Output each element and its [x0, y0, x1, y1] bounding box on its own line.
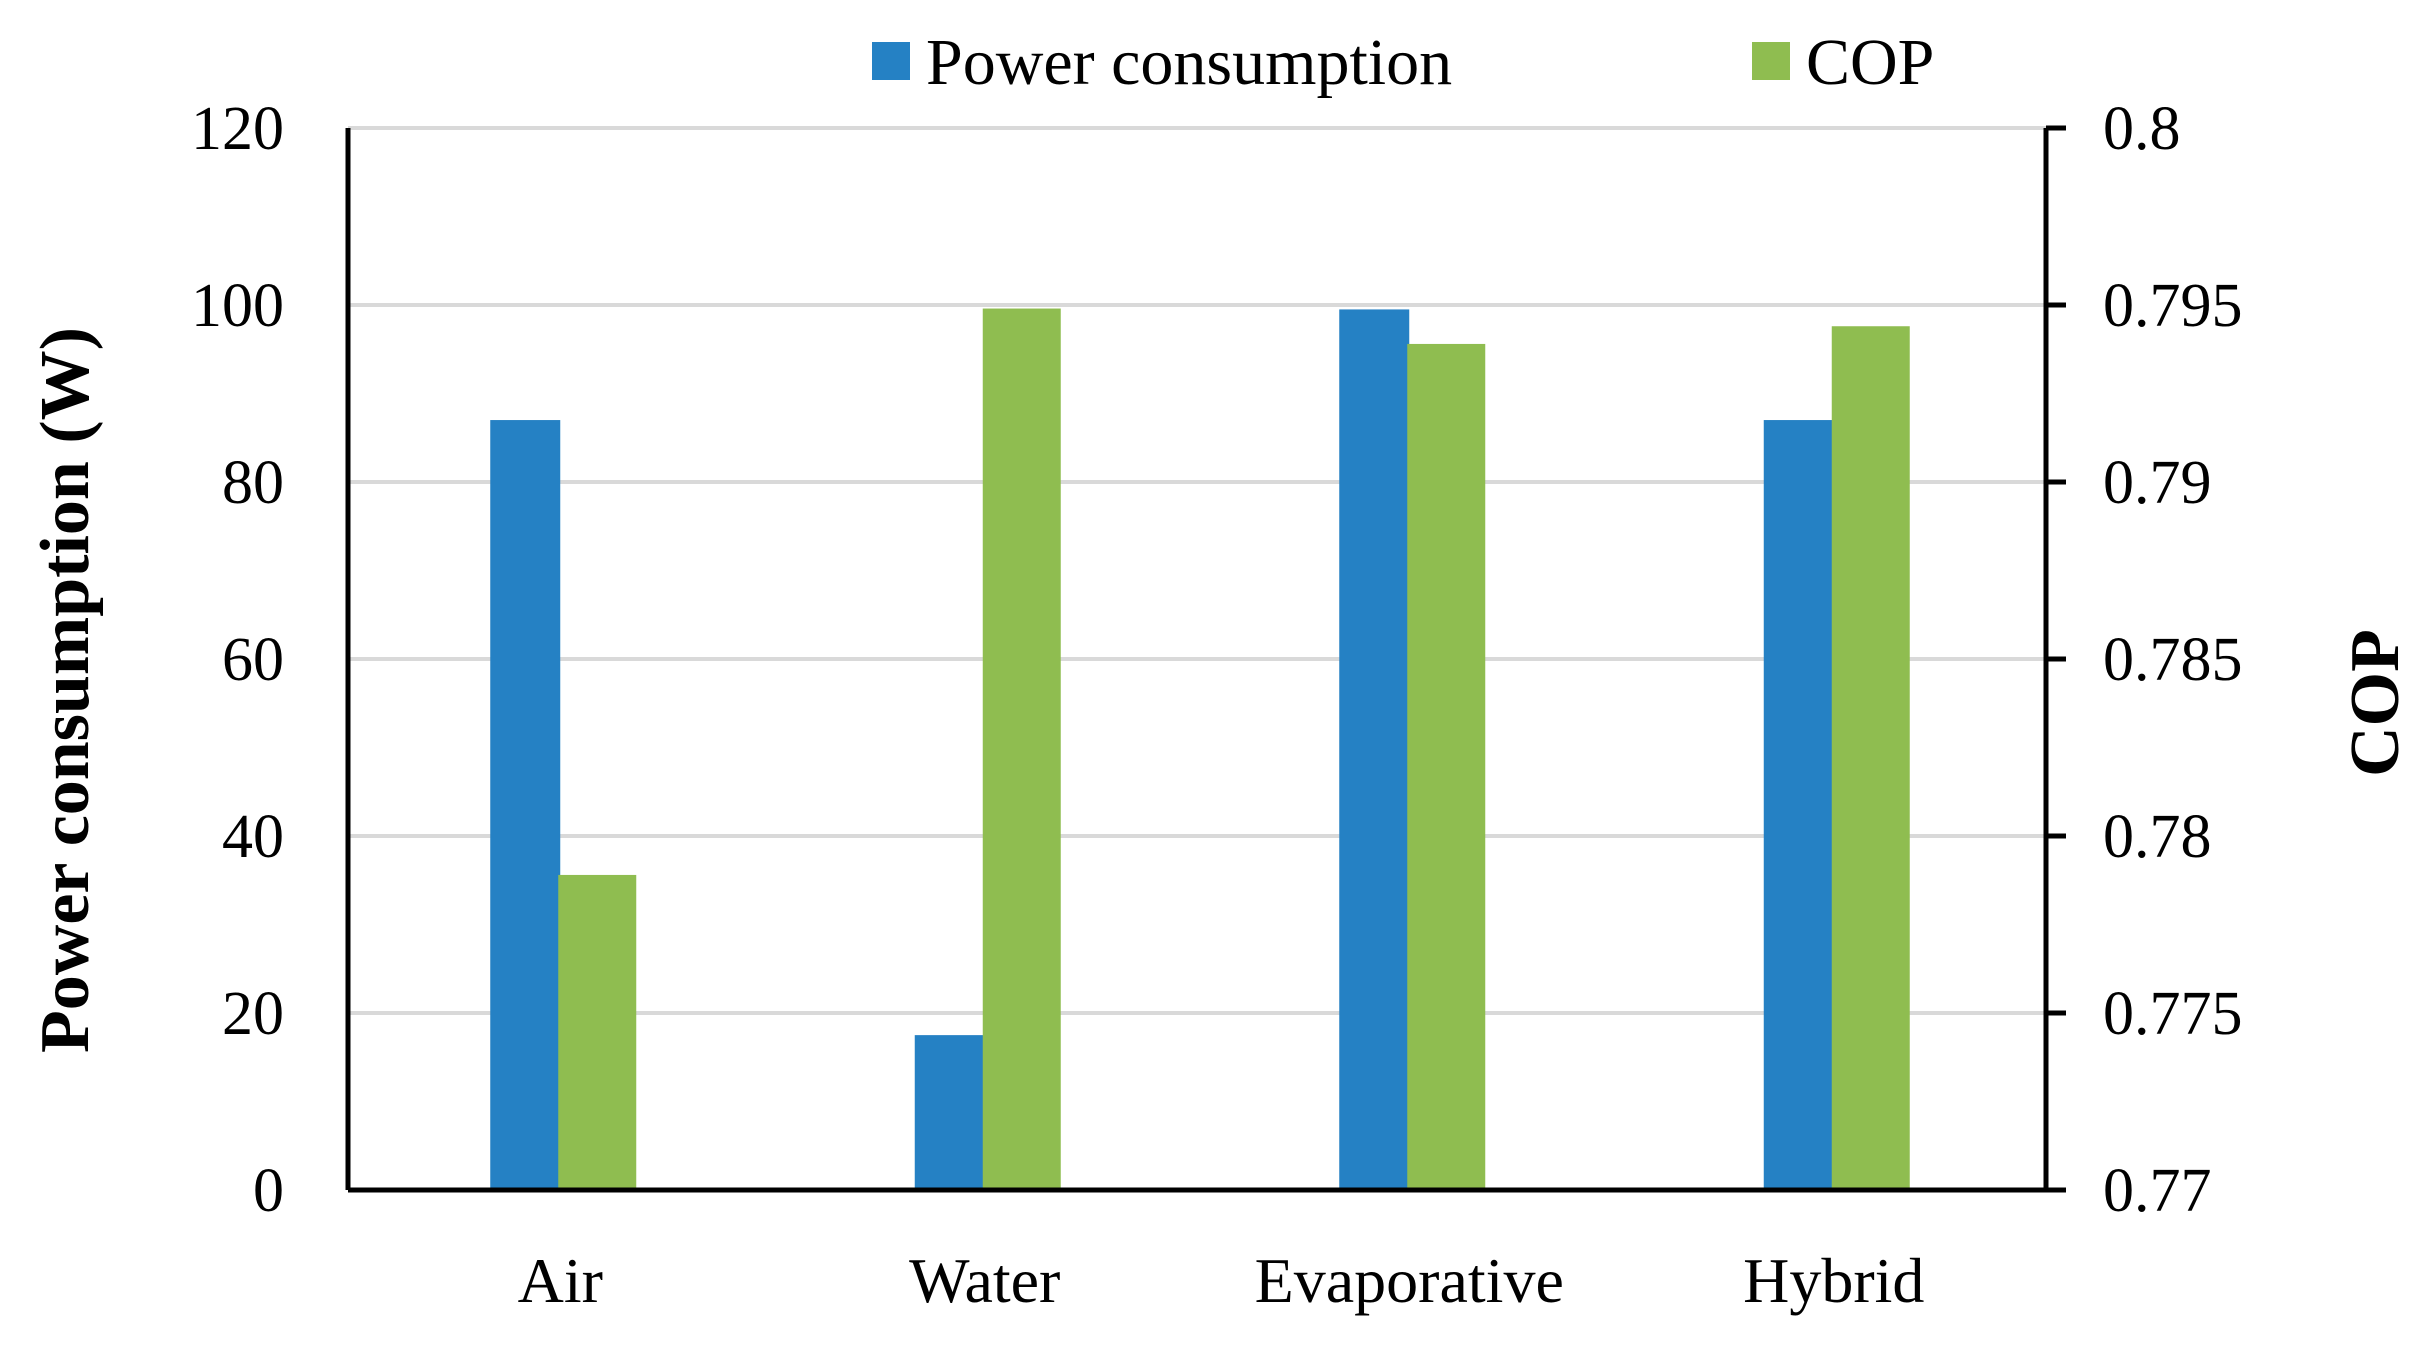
legend: Power consumption COP — [872, 26, 1934, 99]
y-tick-label-right: 0.79 — [2103, 449, 2212, 517]
y-axis-title-right: COP — [2337, 629, 2414, 777]
y-tick-label-right: 0.775 — [2103, 980, 2243, 1048]
gridlines — [348, 126, 2046, 1015]
legend-swatch-power — [872, 42, 910, 80]
y-tick-label-left: 40 — [222, 803, 284, 871]
category-label: Evaporative — [1255, 1245, 1564, 1316]
y-tick-label-left: 0 — [253, 1157, 284, 1225]
y-tick-label-left: 100 — [191, 272, 284, 340]
tick-labels: 0 20 40 60 80 100 120 0.77 0.775 0.78 0.785 0.79 0.7… — [191, 95, 2243, 1225]
legend-swatch-cop — [1752, 42, 1790, 80]
y-tick-label-left: 20 — [222, 980, 284, 1048]
bar-power-consumption — [1763, 420, 1834, 1190]
legend-label-power: Power consumption — [926, 26, 1452, 99]
bar-cop — [1831, 326, 1910, 1190]
bars — [490, 308, 1910, 1190]
bar-cop — [982, 308, 1061, 1190]
axes — [345, 125, 2066, 1193]
y-tick-label-left: 60 — [222, 626, 284, 694]
category-label: Air — [518, 1245, 603, 1316]
y-axis-title-left: Power consumption (W) — [27, 327, 104, 1053]
category-label: Hybrid — [1743, 1245, 1924, 1316]
legend-label-cop: COP — [1806, 26, 1934, 99]
y-tick-label-left: 120 — [191, 95, 284, 163]
bar-cop — [1407, 343, 1486, 1190]
bar-power-consumption — [1339, 309, 1410, 1190]
bar-power-consumption — [490, 420, 561, 1190]
category-label: Water — [909, 1245, 1060, 1316]
bar-cop — [558, 874, 637, 1190]
y-tick-label-right: 0.77 — [2103, 1157, 2212, 1225]
y-tick-label-right: 0.795 — [2103, 272, 2243, 340]
y-tick-label-right: 0.785 — [2103, 626, 2243, 694]
category-labels: Air Water Evaporative Hybrid — [518, 1245, 1925, 1316]
y-tick-label-right: 0.8 — [2103, 95, 2181, 163]
y-tick-label-left: 80 — [222, 449, 284, 517]
bar-power-consumption — [914, 1035, 985, 1190]
y-tick-label-right: 0.78 — [2103, 803, 2212, 871]
